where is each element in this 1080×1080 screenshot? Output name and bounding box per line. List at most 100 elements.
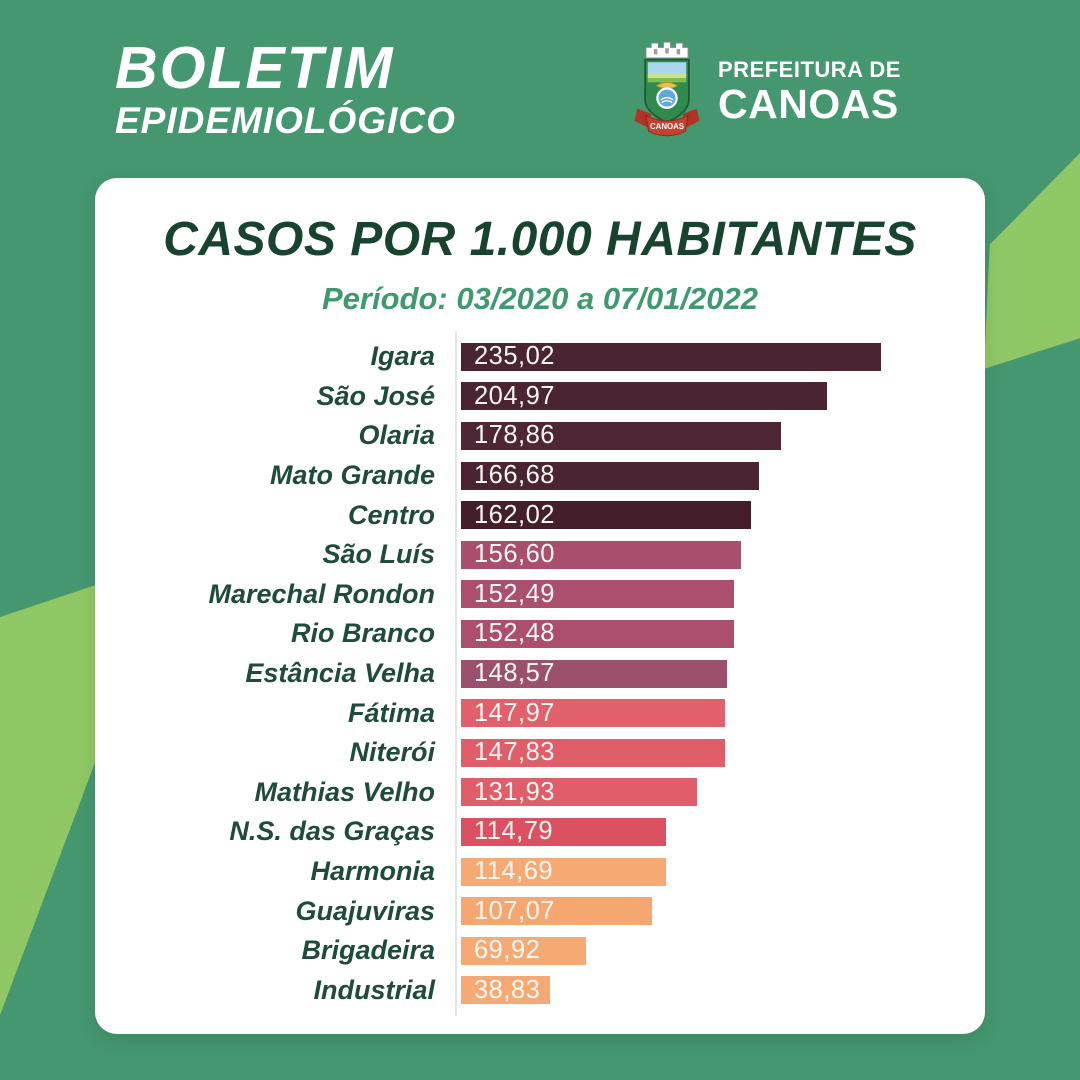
chart-row: Marechal Rondon 152,49 [95,575,985,615]
bar: 114,69 [461,857,666,886]
bulletin-title-line2: EPIDEMIOLÓGICO [115,99,456,141]
bar: 131,93 [461,777,697,807]
y-axis-line [455,331,457,1017]
value-label: 162,02 [474,500,555,529]
bar-track: 156,60 [461,540,985,569]
category-label: Fátima [347,697,435,728]
value-label: 131,93 [474,777,555,806]
chart-period-subtitle: Período: 03/2020 a 07/01/2022 [321,281,758,316]
bar: 69,92 [461,936,586,965]
bar-track: 147,97 [461,698,985,728]
bar-track: 204,97 [461,381,985,411]
logo-ribbon-text: CANOAS [650,122,684,131]
bar: 162,02 [461,500,751,530]
bar: 38,83 [461,975,551,1005]
category-label: Igara [370,341,435,372]
value-label: 147,97 [474,698,555,727]
bar-track: 38,83 [461,975,985,1005]
category-label: São José [316,380,435,411]
chart-row: Rio Branco 152,48 [95,614,985,654]
org-name-line1: PREFEITURA DE [718,57,901,82]
category-label: Centro [348,499,435,530]
bulletin-header: BOLETIM EPIDEMIOLÓGICO [115,35,456,142]
chart-row: Estância Velha 148,57 [95,654,985,694]
bar: 107,07 [461,896,653,926]
value-label: 107,07 [474,896,555,925]
chart-row: Niterói 147,83 [95,733,985,773]
value-label: 204,97 [474,381,555,410]
bar-track: 114,79 [461,817,985,846]
value-label: 114,69 [474,857,554,886]
category-label: Brigadeira [301,935,435,966]
chart-row: Brigadeira 69,92 [95,931,985,971]
bulletin-title-line1: BOLETIM [115,35,395,101]
bar-track: 147,83 [461,738,985,767]
chart-row: Guajuviras 107,07 [95,891,985,931]
bar: 152,48 [461,619,734,648]
chart-row: São José 204,97 [95,377,985,417]
decorative-shape-right [984,153,1080,369]
category-label: Rio Branco [290,618,435,649]
category-label: Mathias Velho [254,776,435,807]
category-label: Olaria [358,420,435,451]
value-label: 152,48 [474,619,555,648]
category-label: Marechal Rondon [208,578,435,609]
org-name-line2: CANOAS [718,81,899,127]
chart-row: N.S. das Graças 114,79 [95,812,985,852]
bar-track: 162,02 [461,500,985,530]
chart-row: Industrial 38,83 [95,971,985,1011]
value-label: 156,60 [474,540,555,569]
bar-track: 131,93 [461,777,985,807]
org-name: PREFEITURA DE CANOAS [718,59,901,125]
value-label: 147,83 [474,738,555,767]
bar: 235,02 [461,342,881,371]
bar-chart: Igara 235,02 São José 204,97 Olaria 178,… [95,331,985,1018]
bar: 178,86 [461,421,781,450]
city-brand: CANOAS PREFEITURA DE CANOAS [632,36,901,148]
bar-track: 114,69 [461,857,985,886]
category-label: Estância Velha [245,658,435,689]
bar-track: 178,86 [461,421,985,450]
value-label: 114,79 [474,817,554,846]
bar: 147,83 [461,738,726,767]
bar: 148,57 [461,659,727,688]
value-label: 38,83 [474,975,541,1004]
bar-track: 69,92 [461,936,985,965]
bar-track: 166,68 [461,461,985,490]
bar-track: 107,07 [461,896,985,926]
category-label: Industrial [313,974,435,1005]
chart-row: Mathias Velho 131,93 [95,773,985,813]
value-label: 235,02 [474,342,555,371]
category-label: São Luís [322,539,435,570]
bar-track: 148,57 [461,659,985,688]
value-label: 178,86 [474,421,555,450]
bar: 147,97 [461,698,726,728]
category-label: Harmonia [310,856,435,887]
bar: 166,68 [461,461,759,490]
bar-track: 235,02 [461,342,985,371]
value-label: 166,68 [474,461,555,490]
chart-row: Centro 162,02 [95,495,985,535]
value-label: 69,92 [474,936,541,965]
bar: 156,60 [461,540,741,569]
category-label: N.S. das Graças [229,816,435,847]
bar-track: 152,48 [461,619,985,648]
bar-track: 152,49 [461,579,985,609]
chart-title: CASOS POR 1.000 HABITANTES [163,213,917,266]
value-label: 152,49 [474,579,555,608]
chart-row: Harmonia 114,69 [95,852,985,892]
bar: 204,97 [461,381,828,411]
chart-row: Igara 235,02 [95,337,985,377]
chart-card: CASOS POR 1.000 HABITANTES Período: 03/2… [95,178,985,1034]
category-label: Niterói [349,737,435,768]
value-label: 148,57 [474,659,555,688]
chart-row: Fátima 147,97 [95,693,985,733]
chart-row: São Luís 156,60 [95,535,985,575]
chart-row: Olaria 178,86 [95,416,985,456]
bar: 114,79 [461,817,667,846]
category-label: Mato Grande [269,460,435,491]
decorative-shape-left [0,584,96,1016]
category-label: Guajuviras [295,895,435,926]
chart-row: Mato Grande 166,68 [95,456,985,496]
bar: 152,49 [461,579,734,609]
